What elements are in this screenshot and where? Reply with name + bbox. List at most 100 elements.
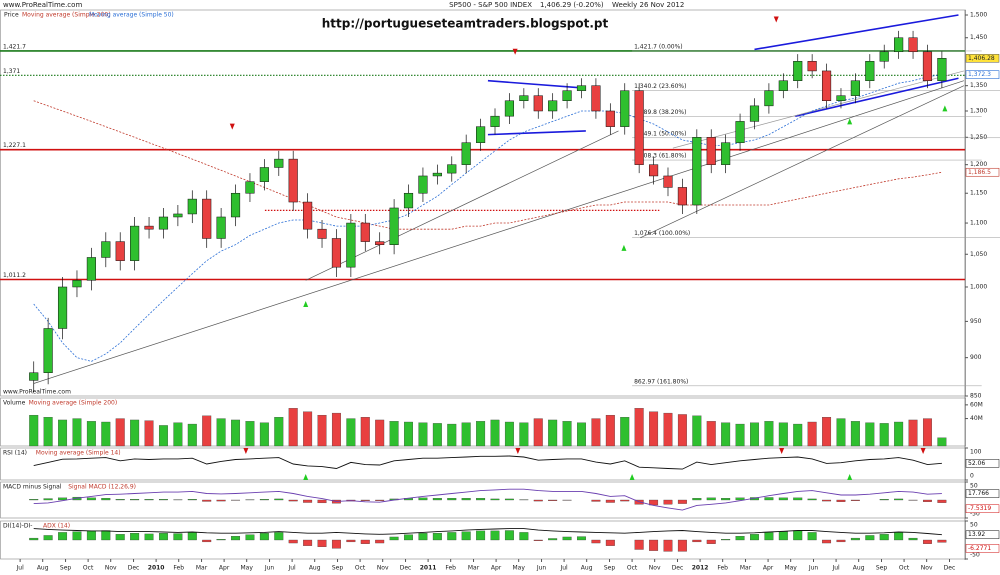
candle-body: [504, 100, 515, 117]
x-tick-label: Nov: [105, 565, 117, 572]
histogram-bar: [519, 532, 529, 541]
histogram-bar: [58, 497, 68, 501]
x-tick-label: Mar: [468, 565, 480, 572]
candle-body: [533, 95, 543, 112]
chart-title: http://portugueseteamtraders.blogspot.pt: [322, 17, 609, 31]
panel-title: RSI (14): [3, 450, 27, 457]
histogram-bar: [750, 534, 759, 541]
histogram-bar: [764, 497, 774, 501]
signal-arrow: [920, 448, 926, 454]
signal-arrow: [515, 448, 521, 454]
candle-body: [721, 142, 731, 165]
volume-bar: [158, 425, 168, 447]
histogram-bar: [735, 536, 745, 541]
histogram-bar: [86, 530, 96, 541]
volume-bar: [360, 417, 370, 447]
candle-body: [57, 286, 68, 329]
candle-body: [605, 110, 615, 127]
fib-label: 1,249.1 (50.00%): [634, 130, 686, 137]
histogram-bar: [677, 499, 687, 504]
y-tick-label: 1,300: [970, 107, 987, 114]
histogram-bar: [158, 499, 168, 501]
x-tick-label: Oct: [627, 565, 638, 572]
header-quote: 1,406.29 (-0.20%): [540, 1, 604, 9]
volume-bar: [692, 415, 702, 447]
moving-average: [33, 74, 942, 362]
volume-bar: [706, 421, 716, 447]
x-tick-label: Apr: [219, 565, 230, 572]
volume-bar: [548, 419, 558, 447]
trendline: [487, 130, 586, 136]
histogram-bar: [735, 497, 745, 501]
histogram-bar: [591, 539, 601, 544]
histogram-bar: [360, 499, 370, 501]
candle-body: [173, 213, 183, 218]
histogram-bar: [533, 539, 543, 541]
candle-body: [836, 95, 846, 101]
candle-body: [519, 95, 529, 101]
x-tick-label: Oct: [899, 565, 910, 572]
histogram-bar: [894, 498, 904, 501]
histogram-bar: [850, 499, 860, 501]
level-label: 1,421.7: [3, 43, 26, 50]
candle-body: [865, 61, 875, 81]
histogram-bar: [288, 499, 298, 502]
histogram-bar: [259, 499, 269, 501]
volume-bar: [231, 419, 241, 447]
signal-arrow: [773, 16, 779, 23]
volume-bar: [605, 414, 615, 447]
x-tick-label: Mar: [740, 565, 752, 572]
volume-bar: [461, 422, 471, 447]
volume-bar: [216, 418, 226, 447]
value-label: 52.06: [968, 460, 985, 467]
legend-entry: Moving average (Simple 200): [22, 12, 111, 19]
candle-body: [259, 167, 269, 182]
value-box: [965, 504, 1000, 513]
histogram-bar: [937, 499, 947, 503]
histogram-bar: [130, 533, 140, 541]
value-box: [965, 54, 1000, 63]
x-tick-label: Sep: [604, 565, 616, 572]
candle-body: [620, 90, 630, 127]
candle-body: [937, 58, 947, 81]
x-tick-label: Sep: [332, 565, 344, 572]
candle-body: [389, 207, 399, 245]
moving-average: [33, 100, 942, 230]
histogram-bar: [29, 537, 39, 541]
x-tick-label: Aug: [309, 565, 321, 572]
histogram-bar: [158, 533, 168, 541]
histogram-bar: [822, 499, 832, 502]
histogram-bar: [865, 535, 875, 541]
candle-body: [346, 222, 356, 268]
volume-bar: [130, 419, 140, 447]
candle-body: [29, 372, 39, 381]
panel-legend: Moving average (Simple 200): [29, 400, 118, 407]
histogram-bar: [202, 499, 212, 502]
candle-body: [317, 228, 327, 239]
histogram-bar: [562, 536, 572, 541]
candle-body: [101, 241, 111, 258]
histogram-bar: [375, 499, 385, 501]
histogram-bar: [663, 539, 673, 552]
histogram-bar: [822, 539, 832, 544]
panel-frame: [0, 481, 966, 519]
panel-title: DI(14)-DI-: [3, 523, 32, 530]
histogram-bar: [58, 532, 68, 541]
x-tick-label: Jun: [536, 565, 547, 572]
candle-body: [548, 100, 558, 112]
level-label: 1,371: [3, 68, 20, 75]
fib-label: 1,076.4 (100.00%): [634, 230, 690, 237]
candle-body: [562, 90, 572, 101]
y-tick-label: 40M: [970, 415, 983, 422]
histogram-bar: [461, 531, 471, 541]
volume-bar: [101, 421, 111, 447]
candle-body: [663, 175, 673, 188]
histogram-bar: [490, 530, 500, 541]
volume-bar: [922, 418, 932, 447]
y-tick-label: 1,500: [970, 12, 987, 19]
histogram-bar: [850, 537, 860, 541]
volume-bar: [850, 421, 860, 447]
x-tick-label: Oct: [83, 565, 94, 572]
